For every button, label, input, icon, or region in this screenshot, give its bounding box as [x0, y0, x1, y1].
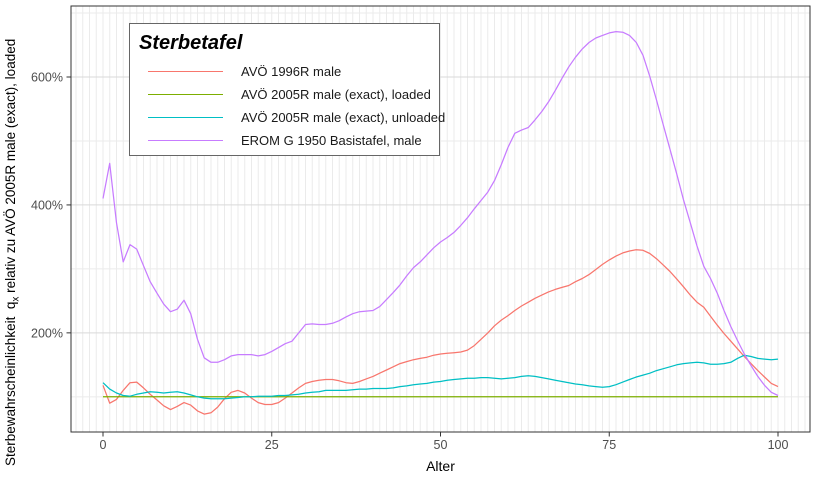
y-axis-label-suffix: relativ zu AVÖ 2005R male (exact), loade… — [3, 38, 18, 297]
y-axis-label-text: Sterbewahrscheinlichkeit q — [3, 301, 18, 466]
y-axis-label-subscript: x — [10, 296, 22, 302]
legend-item-label: AVÖ 1996R male — [241, 64, 342, 79]
svg-text:200%: 200% — [31, 326, 63, 340]
legend-item-label: AVÖ 2005R male (exact), unloaded — [241, 110, 446, 125]
y-axis-label: Sterbewahrscheinlichkeit qx relativ zu A… — [3, 39, 24, 466]
legend-item: AVÖ 1996R male — [130, 60, 439, 83]
legend-key-line-icon — [148, 71, 223, 72]
legend-item: EROM G 1950 Basistafel, male — [130, 129, 439, 152]
legend-rows: AVÖ 1996R male AVÖ 2005R male (exact), l… — [130, 60, 445, 152]
legend-title: Sterbetafel — [139, 32, 243, 54]
svg-text:25: 25 — [265, 438, 279, 452]
legend-key-line-icon — [148, 94, 223, 95]
legend-key-line-icon — [148, 117, 223, 118]
svg-text:50: 50 — [434, 438, 448, 452]
legend-item: AVÖ 2005R male (exact), unloaded — [130, 106, 445, 129]
legend-item-label: AVÖ 2005R male (exact), loaded — [241, 87, 431, 102]
legend-item-label: EROM G 1950 Basistafel, male — [241, 133, 422, 148]
x-axis-label: Alter — [426, 458, 455, 474]
svg-text:400%: 400% — [31, 198, 63, 212]
svg-text:0: 0 — [100, 438, 107, 452]
legend-key-line-icon — [148, 140, 223, 141]
svg-text:75: 75 — [602, 438, 616, 452]
legend-item: AVÖ 2005R male (exact), loaded — [130, 83, 439, 106]
svg-text:100: 100 — [768, 438, 789, 452]
legend: Sterbetafel AVÖ 1996R male AVÖ 2005R mal… — [129, 23, 445, 156]
svg-text:600%: 600% — [31, 71, 63, 85]
